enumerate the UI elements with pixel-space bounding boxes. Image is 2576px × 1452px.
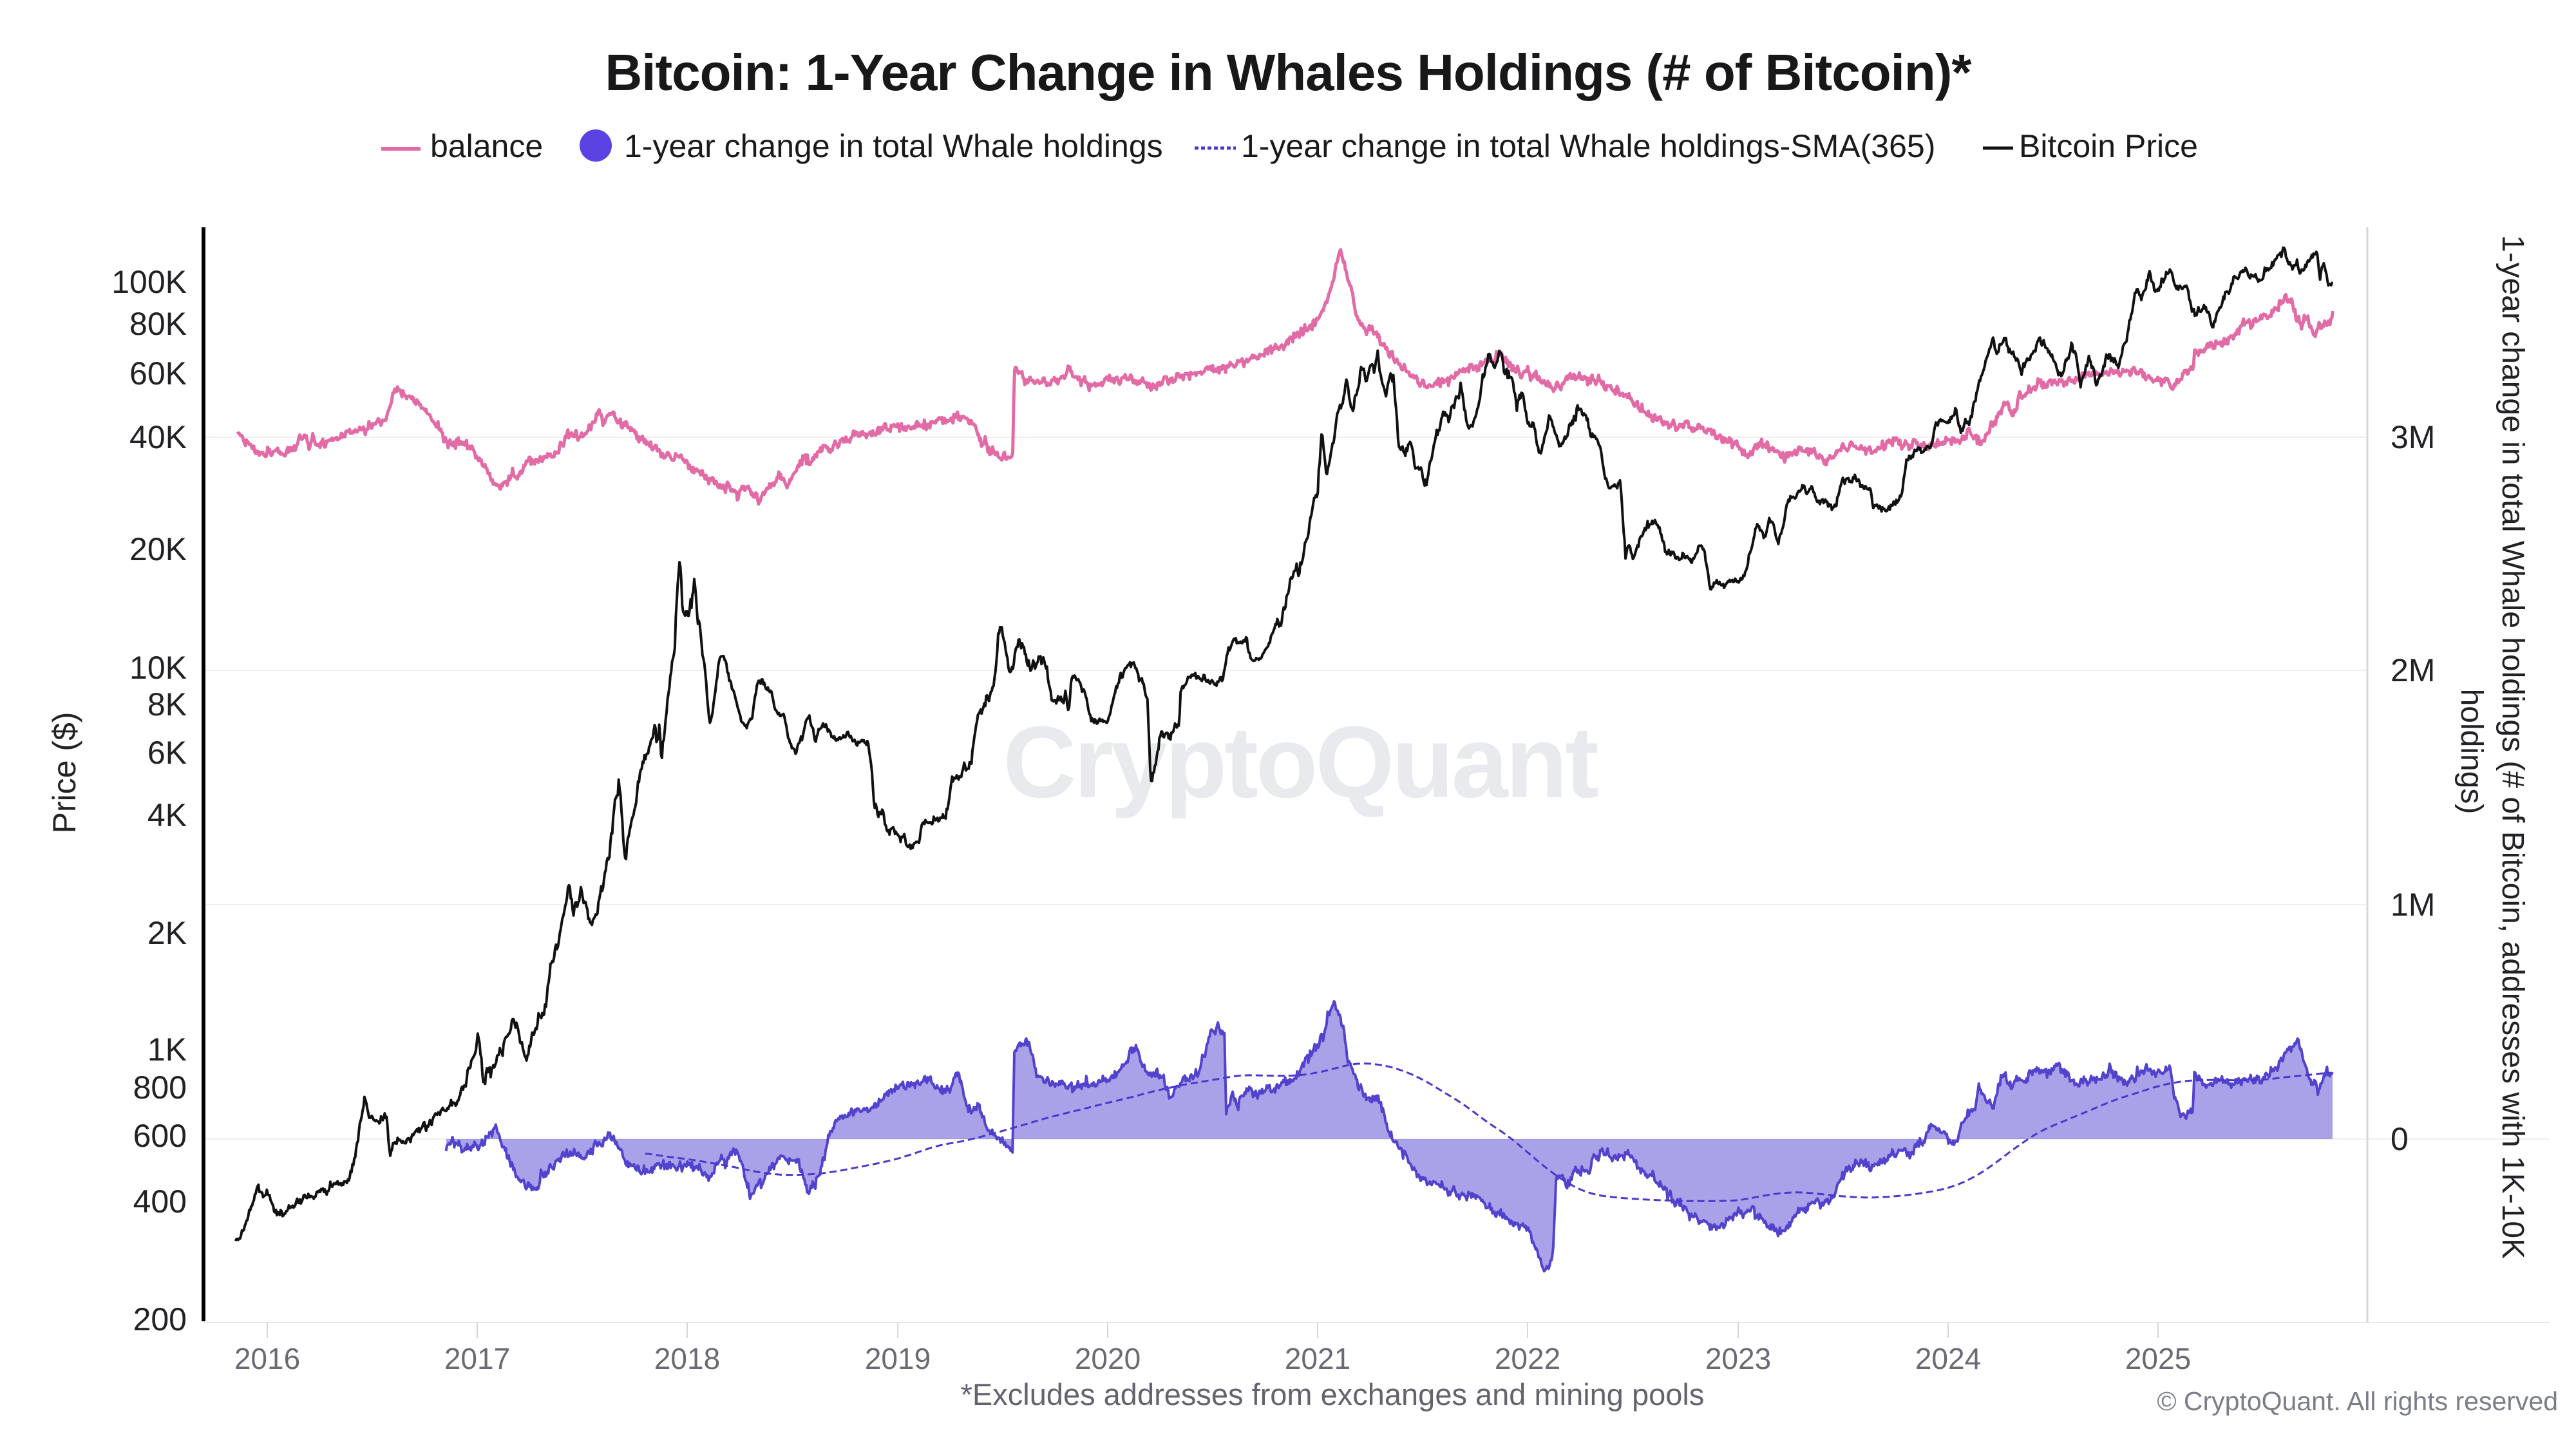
svg-text:1-year change in total Whale h: 1-year change in total Whale holdings	[624, 128, 1163, 164]
svg-text:60K: 60K	[129, 355, 187, 391]
svg-text:Bitcoin: 1-Year Change in Whal: Bitcoin: 1-Year Change in Whales Holding…	[605, 44, 1973, 101]
svg-text:2024: 2024	[1915, 1342, 1981, 1375]
svg-text:CryptoQuant: CryptoQuant	[1003, 706, 1598, 819]
svg-text:© CryptoQuant. All rights rese: © CryptoQuant. All rights reserved	[2157, 1386, 2558, 1416]
svg-text:8K: 8K	[147, 686, 187, 722]
svg-text:1-year change in total Whale h: 1-year change in total Whale holdings (#…	[2496, 235, 2530, 1259]
svg-text:3M: 3M	[2391, 419, 2435, 455]
svg-text:2019: 2019	[865, 1342, 931, 1375]
svg-text:*Excludes addresses from excha: *Excludes addresses from exchanges and m…	[961, 1377, 1705, 1411]
svg-text:1K: 1K	[147, 1032, 187, 1068]
svg-text:2016: 2016	[234, 1342, 300, 1375]
svg-text:2K: 2K	[147, 915, 187, 951]
svg-text:200: 200	[133, 1301, 187, 1337]
svg-text:1M: 1M	[2391, 887, 2435, 923]
svg-text:2025: 2025	[2125, 1342, 2191, 1375]
svg-text:20K: 20K	[129, 531, 187, 567]
svg-text:80K: 80K	[129, 306, 187, 342]
svg-text:Bitcoin Price: Bitcoin Price	[2019, 128, 2198, 164]
svg-text:4K: 4K	[147, 797, 187, 833]
svg-text:0: 0	[2391, 1121, 2409, 1157]
svg-text:2021: 2021	[1285, 1342, 1350, 1375]
svg-text:6K: 6K	[147, 735, 187, 771]
svg-text:balance: balance	[430, 128, 543, 164]
svg-text:1-year change in total Whale h: 1-year change in total Whale holdings-SM…	[1241, 128, 1935, 164]
svg-text:2020: 2020	[1075, 1342, 1141, 1375]
svg-text:2M: 2M	[2391, 652, 2435, 688]
svg-text:2018: 2018	[654, 1342, 720, 1375]
svg-text:2017: 2017	[444, 1342, 510, 1375]
svg-text:2022: 2022	[1495, 1342, 1560, 1375]
svg-text:600: 600	[133, 1118, 187, 1154]
svg-text:40K: 40K	[129, 419, 187, 455]
svg-text:400: 400	[133, 1183, 187, 1220]
svg-text:100K: 100K	[111, 264, 187, 300]
svg-text:holdings): holdings)	[2454, 689, 2488, 815]
svg-text:Price ($): Price ($)	[46, 712, 82, 834]
svg-text:10K: 10K	[129, 650, 187, 686]
svg-text:800: 800	[133, 1070, 187, 1106]
svg-text:2023: 2023	[1705, 1342, 1771, 1375]
